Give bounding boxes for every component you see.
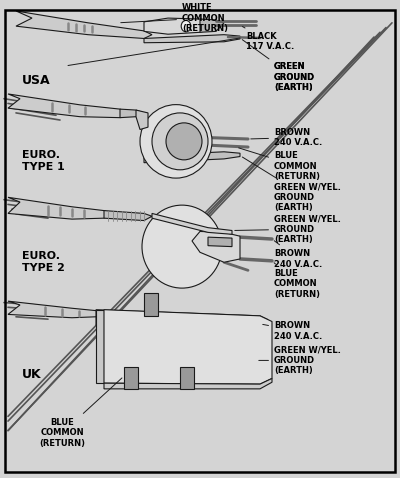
Text: BROWN
240 V.A.C.: BROWN 240 V.A.C. [274,241,322,269]
Text: GREEN W/YEL.
GROUND
(EARTH): GREEN W/YEL. GROUND (EARTH) [259,346,341,375]
Ellipse shape [152,113,208,170]
Polygon shape [104,211,152,220]
Polygon shape [104,310,272,384]
Text: GREEN
GROUND
(EARTH): GREEN GROUND (EARTH) [242,40,315,92]
Polygon shape [8,301,104,318]
Polygon shape [120,109,144,118]
Text: GREEN
GROUND
(EARTH): GREEN GROUND (EARTH) [274,63,315,92]
Ellipse shape [166,123,202,160]
Polygon shape [8,197,112,219]
Polygon shape [180,367,194,389]
Polygon shape [136,110,148,130]
Polygon shape [124,367,138,389]
Text: EURO.
TYPE 1: EURO. TYPE 1 [22,151,65,172]
Text: WHITE
COMMON
(RETURN): WHITE COMMON (RETURN) [121,3,228,33]
Polygon shape [144,293,158,316]
Polygon shape [200,19,224,33]
Polygon shape [144,152,240,163]
Polygon shape [208,237,232,247]
Polygon shape [16,11,152,38]
Circle shape [181,21,191,32]
Text: USA: USA [22,74,51,87]
Polygon shape [8,94,128,118]
Text: UK: UK [22,368,42,381]
Text: BLUE
COMMON
(RETURN): BLUE COMMON (RETURN) [239,148,320,181]
Text: GREEN W/YEL.
GROUND
(EARTH): GREEN W/YEL. GROUND (EARTH) [242,157,341,212]
Polygon shape [104,379,272,389]
Polygon shape [144,35,240,43]
Text: BLUE
COMMON
(RETURN): BLUE COMMON (RETURN) [274,263,320,298]
Text: BLACK
117 V.A.C.: BLACK 117 V.A.C. [242,27,294,52]
Polygon shape [96,310,104,383]
Polygon shape [144,18,216,34]
Text: BROWN
240 V.A.C.: BROWN 240 V.A.C. [251,128,322,147]
Text: GREEN W/YEL.
GROUND
(EARTH): GREEN W/YEL. GROUND (EARTH) [235,214,341,244]
Text: BLUE
COMMON
(RETURN): BLUE COMMON (RETURN) [39,378,122,448]
Ellipse shape [142,205,222,288]
Polygon shape [152,214,232,234]
Polygon shape [96,310,268,326]
Polygon shape [192,231,240,262]
Ellipse shape [140,105,212,178]
Text: BROWN
240 V.A.C.: BROWN 240 V.A.C. [263,321,322,341]
Text: EURO.
TYPE 2: EURO. TYPE 2 [22,251,65,273]
